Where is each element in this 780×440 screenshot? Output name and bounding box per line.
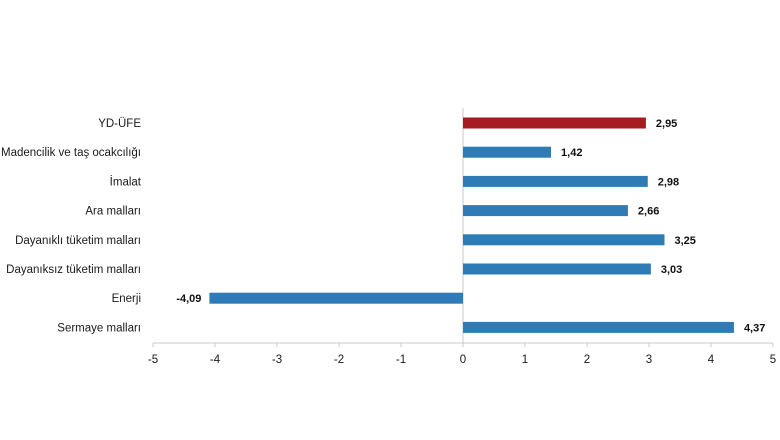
data-label: 4,37 — [744, 322, 765, 334]
x-axis-tick-labels: -5 -4 -3 -2 -1 0 1 2 3 4 5 — [148, 354, 776, 366]
bars — [209, 117, 734, 333]
bar — [463, 117, 646, 129]
category-label: Dayanıksız tüketim malları — [6, 264, 141, 276]
category-label: Ara malları — [85, 206, 141, 218]
category-label: YD-ÜFE — [98, 118, 141, 130]
bar — [463, 234, 665, 246]
bar — [463, 175, 648, 187]
category-label: Dayanıklı tüketim malları — [15, 235, 141, 247]
data-label: 1,42 — [561, 147, 582, 159]
x-tick-label: -1 — [396, 354, 406, 366]
category-labels: YD-ÜFE Madencilik ve taş ocakcılığı İmalat… — [1, 118, 142, 334]
bar — [463, 146, 552, 158]
x-tick-label: 0 — [460, 354, 466, 366]
data-label: 3,25 — [675, 235, 696, 247]
x-tick-label: 5 — [770, 354, 776, 366]
category-label: Sermaye malları — [57, 322, 141, 334]
bar — [463, 263, 651, 275]
category-label: Enerji — [112, 293, 141, 305]
data-label: 2,66 — [638, 206, 659, 218]
category-label: İmalat — [110, 175, 142, 188]
bar — [209, 292, 463, 304]
x-tick-label: 4 — [708, 354, 715, 366]
x-tick-label: 3 — [646, 354, 652, 366]
data-labels: 2,95 1,42 2,98 2,66 3,25 3,03 -4,09 4,37 — [176, 118, 765, 334]
data-label: 3,03 — [661, 264, 682, 276]
x-tick-label: 2 — [584, 354, 590, 366]
x-tick-label: -5 — [148, 354, 158, 366]
category-label: Madencilik ve taş ocakcılığı — [1, 147, 141, 159]
data-label: -4,09 — [176, 293, 201, 305]
x-axis-ticks — [152, 343, 774, 347]
data-label: 2,95 — [656, 118, 677, 130]
bar — [463, 205, 628, 217]
x-tick-label: -2 — [334, 354, 344, 366]
x-tick-label: -3 — [272, 354, 282, 366]
bar — [463, 321, 734, 333]
x-tick-label: -4 — [210, 354, 221, 366]
data-label: 2,98 — [658, 176, 679, 188]
x-tick-label: 1 — [522, 354, 528, 366]
